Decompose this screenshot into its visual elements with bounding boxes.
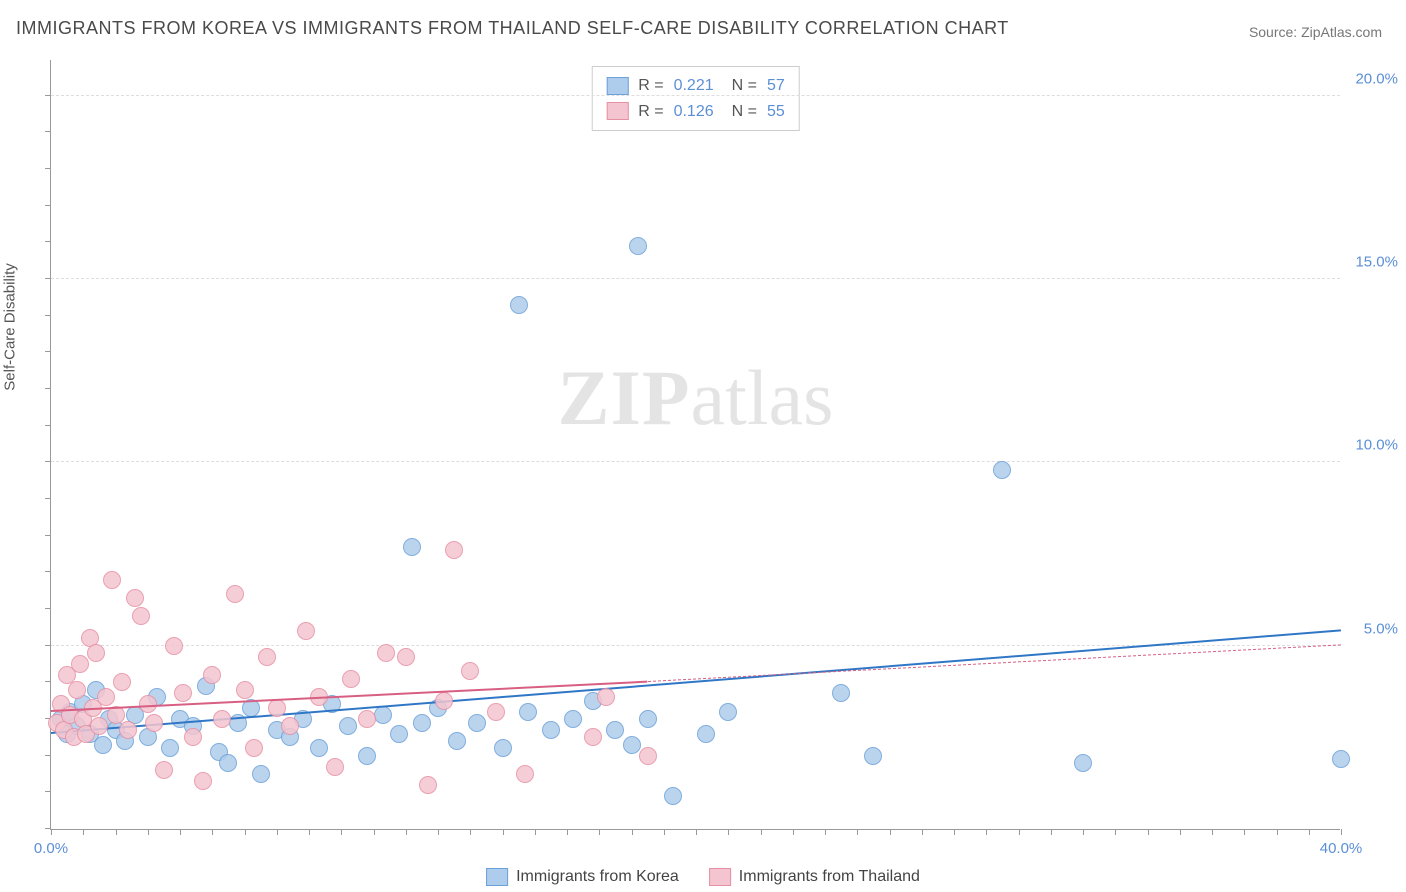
scatter-point bbox=[310, 739, 328, 757]
scatter-point bbox=[87, 644, 105, 662]
scatter-point bbox=[194, 772, 212, 790]
scatter-point bbox=[719, 703, 737, 721]
scatter-point bbox=[113, 673, 131, 691]
scatter-point bbox=[564, 710, 582, 728]
scatter-point bbox=[268, 699, 286, 717]
swatch-korea bbox=[606, 77, 628, 95]
y-tick-label: 5.0% bbox=[1364, 620, 1398, 637]
scatter-point bbox=[326, 758, 344, 776]
scatter-point bbox=[236, 681, 254, 699]
scatter-point bbox=[435, 692, 453, 710]
scatter-point bbox=[94, 736, 112, 754]
scatter-point bbox=[664, 787, 682, 805]
scatter-point bbox=[639, 710, 657, 728]
scatter-point bbox=[245, 739, 263, 757]
scatter-point bbox=[1332, 750, 1350, 768]
scatter-point bbox=[606, 721, 624, 739]
scatter-point bbox=[445, 541, 463, 559]
scatter-point bbox=[103, 571, 121, 589]
scatter-point bbox=[519, 703, 537, 721]
correlation-stats-box: R = 0.221 N = 57 R = 0.126 N = 55 bbox=[591, 66, 800, 131]
y-tick-label: 15.0% bbox=[1355, 254, 1398, 271]
scatter-point bbox=[864, 747, 882, 765]
chart-title: IMMIGRANTS FROM KOREA VS IMMIGRANTS FROM… bbox=[16, 18, 1009, 39]
x-tick-label: 40.0% bbox=[1320, 840, 1363, 857]
gridline bbox=[51, 278, 1340, 279]
scatter-point bbox=[184, 728, 202, 746]
scatter-point bbox=[623, 736, 641, 754]
scatter-point bbox=[252, 765, 270, 783]
swatch-thailand bbox=[606, 102, 628, 120]
scatter-point bbox=[145, 714, 163, 732]
scatter-point bbox=[397, 648, 415, 666]
scatter-point bbox=[377, 644, 395, 662]
scatter-point bbox=[542, 721, 560, 739]
legend-swatch-korea bbox=[486, 868, 508, 886]
scatter-point bbox=[832, 684, 850, 702]
scatter-point bbox=[374, 706, 392, 724]
legend-label: Immigrants from Korea bbox=[516, 868, 679, 886]
gridline bbox=[51, 461, 1340, 462]
legend-label: Immigrants from Thailand bbox=[739, 868, 920, 886]
x-tick-label: 0.0% bbox=[34, 840, 68, 857]
scatter-point bbox=[487, 703, 505, 721]
scatter-point bbox=[358, 710, 376, 728]
y-axis-label: Self-Care Disability bbox=[2, 263, 19, 391]
scatter-point bbox=[629, 237, 647, 255]
scatter-plot-area: ZIPatlas R = 0.221 N = 57 R = 0.126 N = … bbox=[50, 60, 1340, 830]
scatter-point bbox=[281, 717, 299, 735]
y-tick-label: 20.0% bbox=[1355, 70, 1398, 87]
scatter-point bbox=[358, 747, 376, 765]
legend-item-korea: Immigrants from Korea bbox=[486, 868, 679, 886]
scatter-point bbox=[132, 607, 150, 625]
scatter-point bbox=[390, 725, 408, 743]
scatter-point bbox=[97, 688, 115, 706]
scatter-point bbox=[639, 747, 657, 765]
scatter-point bbox=[155, 761, 173, 779]
legend: Immigrants from Korea Immigrants from Th… bbox=[486, 868, 920, 886]
scatter-point bbox=[297, 622, 315, 640]
scatter-point bbox=[448, 732, 466, 750]
scatter-point bbox=[71, 655, 89, 673]
scatter-point bbox=[494, 739, 512, 757]
scatter-point bbox=[119, 721, 137, 739]
scatter-point bbox=[468, 714, 486, 732]
scatter-point bbox=[413, 714, 431, 732]
watermark: ZIPatlas bbox=[558, 353, 834, 443]
y-tick-label: 10.0% bbox=[1355, 437, 1398, 454]
scatter-point bbox=[203, 666, 221, 684]
scatter-point bbox=[597, 688, 615, 706]
scatter-point bbox=[419, 776, 437, 794]
scatter-point bbox=[510, 296, 528, 314]
scatter-point bbox=[339, 717, 357, 735]
scatter-point bbox=[1074, 754, 1092, 772]
scatter-point bbox=[213, 710, 231, 728]
legend-swatch-thailand bbox=[709, 868, 731, 886]
scatter-point bbox=[226, 585, 244, 603]
scatter-point bbox=[697, 725, 715, 743]
legend-item-thailand: Immigrants from Thailand bbox=[709, 868, 920, 886]
source-attribution: Source: ZipAtlas.com bbox=[1249, 24, 1382, 40]
scatter-point bbox=[68, 681, 86, 699]
scatter-point bbox=[403, 538, 421, 556]
scatter-point bbox=[90, 717, 108, 735]
scatter-point bbox=[342, 670, 360, 688]
scatter-point bbox=[461, 662, 479, 680]
gridline bbox=[51, 95, 1340, 96]
scatter-point bbox=[993, 461, 1011, 479]
scatter-point bbox=[258, 648, 276, 666]
scatter-point bbox=[161, 739, 179, 757]
scatter-point bbox=[516, 765, 534, 783]
scatter-point bbox=[165, 637, 183, 655]
stats-row-thailand: R = 0.126 N = 55 bbox=[606, 99, 785, 125]
scatter-point bbox=[126, 589, 144, 607]
scatter-point bbox=[174, 684, 192, 702]
scatter-point bbox=[219, 754, 237, 772]
scatter-point bbox=[584, 728, 602, 746]
